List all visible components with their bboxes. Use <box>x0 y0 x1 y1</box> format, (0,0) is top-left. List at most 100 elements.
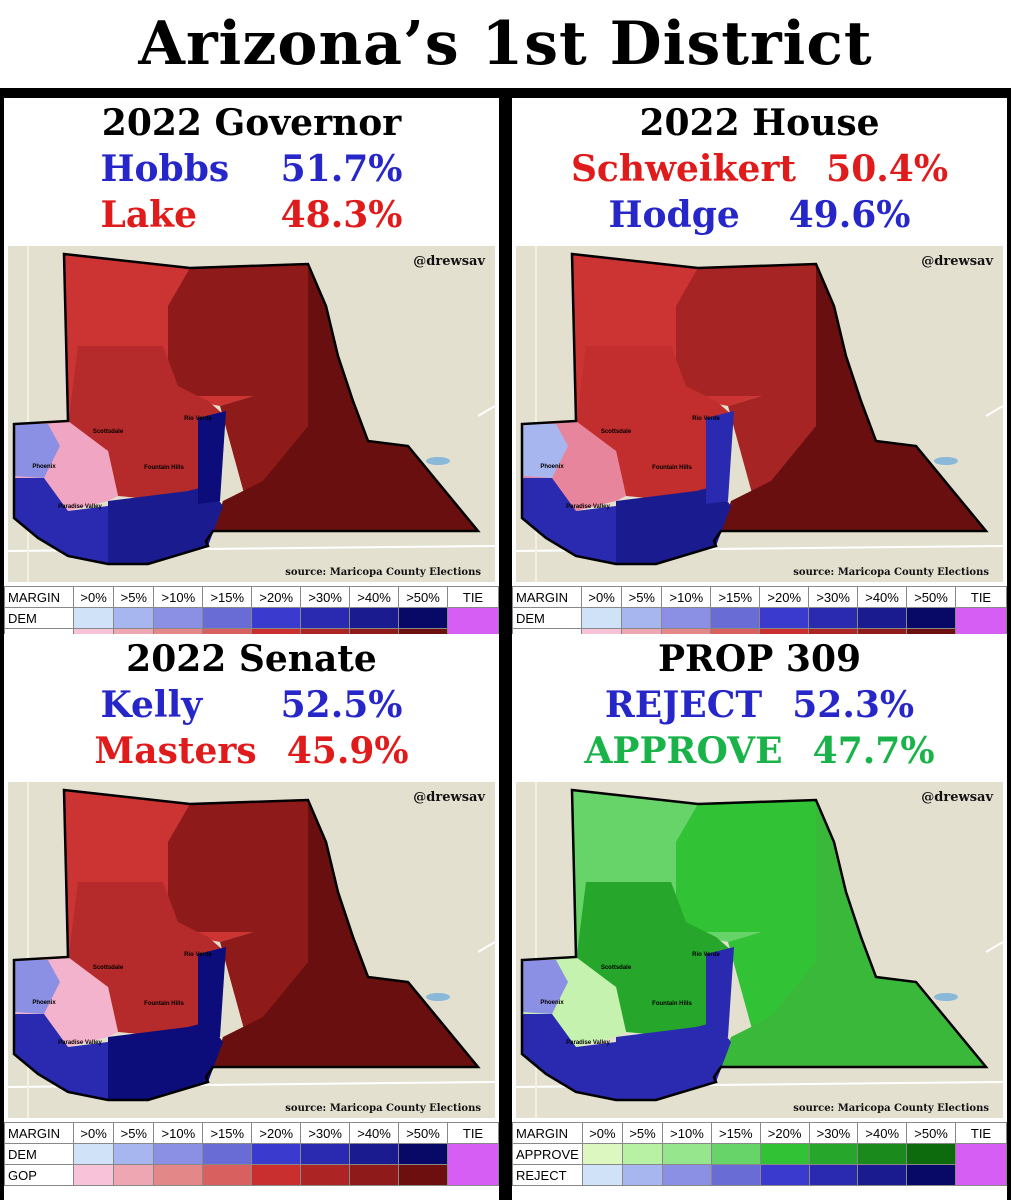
legend-swatch <box>300 607 351 629</box>
legend-swatch <box>621 1164 664 1186</box>
legend-header-cell: >30% <box>808 586 859 608</box>
candidate-percent: 52.5% <box>280 684 403 726</box>
legend-header-cell: >10% <box>662 1122 712 1144</box>
legend-header-cell: >0% <box>72 1122 115 1144</box>
candidate-name: Hobbs <box>100 148 230 190</box>
author-handle: @drewsav <box>413 254 485 269</box>
legend-swatch <box>398 1143 448 1165</box>
region-east <box>676 800 846 1062</box>
legend-header-cell: >50% <box>398 586 448 608</box>
place-label: Rio Verde <box>184 416 212 422</box>
legend-swatch <box>349 1164 400 1186</box>
district-map: Rio Verde Scottsdale Fountain Hills Phoenix… <box>516 782 1003 1118</box>
legend-swatch <box>580 607 623 629</box>
legend-header-cell: >0% <box>581 1122 623 1144</box>
region-center <box>576 882 731 1037</box>
region-west-hi <box>14 424 60 478</box>
legend-swatch <box>581 1143 623 1165</box>
source-note: source: Maricopa County Elections <box>793 1103 989 1114</box>
region-southwest <box>14 478 108 564</box>
legend-header-cell: >20% <box>759 1122 810 1144</box>
author-handle: @drewsav <box>921 790 993 805</box>
region-center <box>68 346 223 501</box>
legend-swatch <box>202 607 253 629</box>
legend-swatch <box>857 1143 908 1165</box>
page-title: Arizona’s 1st District <box>0 0 1011 88</box>
legend-swatch <box>906 1164 956 1186</box>
place-label: Paradise Valley <box>566 1040 610 1046</box>
region-west-hi <box>14 960 60 1014</box>
legend-swatch <box>72 1143 115 1165</box>
legend-swatch <box>398 1164 448 1186</box>
panel-title: 2022 Governor <box>101 102 402 144</box>
region-rioverde <box>706 947 734 1040</box>
legend-row-label: DEM <box>512 607 582 629</box>
legend-swatch <box>808 1143 859 1165</box>
legend-header-cell: >10% <box>153 1122 204 1144</box>
place-label: Phoenix <box>32 1000 56 1006</box>
region-east <box>676 264 846 526</box>
legend-swatch <box>153 1143 204 1165</box>
legend-swatch <box>113 607 155 629</box>
place-label: Phoenix <box>540 1000 564 1006</box>
candidate-result: REJECT 52.3% <box>512 684 1007 726</box>
region-rioverde <box>198 947 226 1040</box>
legend-header-cell: TIE <box>447 586 499 608</box>
candidate-result: Hodge 49.6% <box>512 194 1007 236</box>
candidate-result: Kelly 52.5% <box>4 684 499 726</box>
map-svg: Rio Verde Scottsdale Fountain Hills Phoenix… <box>8 782 495 1118</box>
candidate-percent: 47.7% <box>812 730 935 772</box>
place-label: Paradise Valley <box>566 504 610 510</box>
place-label: Fountain Hills <box>144 465 184 471</box>
region-southeast <box>108 486 223 564</box>
legend-swatch <box>72 1164 115 1186</box>
district-outline <box>520 788 989 1102</box>
legend-swatch <box>251 1164 302 1186</box>
map-svg: Rio Verde Scottsdale Fountain Hills Phoenix… <box>8 246 495 582</box>
legend-header-cell: TIE <box>955 586 1007 608</box>
legend-header-cell: >10% <box>153 586 204 608</box>
map-svg: Rio Verde Scottsdale Fountain Hills Phoenix… <box>516 246 1003 582</box>
candidate-result: APPROVE 47.7% <box>512 730 1007 772</box>
region-southwest <box>522 1014 616 1100</box>
legend-header-cell: MARGIN <box>4 586 74 608</box>
region-rioverde <box>706 411 734 504</box>
legend-header-cell: >50% <box>906 1122 956 1144</box>
region-far-east <box>721 800 986 1067</box>
legend-header-cell: TIE <box>955 1122 1007 1144</box>
legend-row-label: GOP <box>4 1164 74 1186</box>
source-note: source: Maricopa County Elections <box>793 567 989 578</box>
candidate-name: REJECT <box>604 684 763 726</box>
legend-swatch <box>72 607 115 629</box>
legend-swatch <box>153 607 204 629</box>
legend-swatch <box>759 1164 810 1186</box>
candidate-name: APPROVE <box>584 730 783 772</box>
legend-header-cell: >0% <box>580 586 623 608</box>
place-label: Phoenix <box>32 464 56 470</box>
legend-header-cell: >30% <box>300 1122 351 1144</box>
legend-swatch <box>906 607 956 629</box>
legend-swatch <box>808 607 859 629</box>
author-handle: @drewsav <box>413 790 485 805</box>
candidate-percent: 49.6% <box>788 194 911 236</box>
candidate-percent: 50.4% <box>826 148 949 190</box>
legend-header-cell: >5% <box>621 1122 664 1144</box>
candidate-result: Hobbs 51.7% <box>4 148 499 190</box>
place-label: Scottsdale <box>93 965 124 971</box>
map-panel: PROP 309 REJECT 52.3% APPROVE 47.7% Rio Verde… <box>512 634 1007 1200</box>
place-label: Fountain Hills <box>652 1001 692 1007</box>
region-far-east <box>721 264 986 531</box>
legend-tie-swatch <box>447 1143 499 1186</box>
candidate-name: Lake <box>100 194 198 236</box>
place-label: Rio Verde <box>692 952 720 958</box>
place-label: Phoenix <box>540 464 564 470</box>
region-center <box>576 346 731 501</box>
region-southwest <box>522 478 616 564</box>
legend-tie-swatch <box>955 1143 1007 1186</box>
legend-header-cell: MARGIN <box>512 1122 583 1144</box>
candidate-name: Masters <box>94 730 257 772</box>
legend-header-cell: >40% <box>857 1122 908 1144</box>
region-southeast <box>616 486 731 564</box>
candidate-percent: 52.3% <box>792 684 915 726</box>
district-map: Rio Verde Scottsdale Fountain Hills Phoenix… <box>516 246 1003 582</box>
